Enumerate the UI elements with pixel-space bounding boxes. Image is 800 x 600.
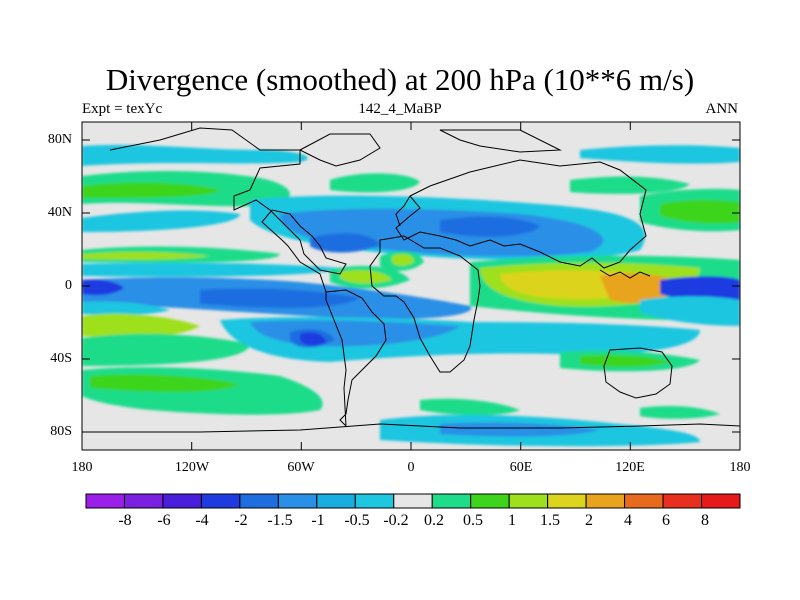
colorbar-box bbox=[85, 493, 125, 509]
contour-fill-layer bbox=[82, 122, 740, 450]
colorbar-label: 1 bbox=[508, 512, 516, 529]
colorbar-label: -0.2 bbox=[383, 512, 409, 529]
contour-region bbox=[330, 173, 420, 193]
colorbar-label: 0.2 bbox=[424, 512, 444, 529]
lon-label-120w: 120W bbox=[174, 460, 210, 475]
lon-label-180w: 180 bbox=[71, 460, 93, 475]
contour-region bbox=[82, 313, 200, 338]
lon-label-60e: 60E bbox=[509, 460, 533, 475]
contour-region bbox=[82, 251, 210, 260]
contour-region bbox=[640, 296, 740, 326]
colorbar-label: -6 bbox=[157, 512, 171, 529]
contour-region bbox=[640, 406, 720, 419]
coastlines bbox=[82, 127, 740, 433]
contour-region bbox=[340, 270, 392, 284]
contour-region bbox=[82, 262, 340, 277]
experiment-label: Expt = texYc bbox=[82, 101, 163, 117]
contour-region bbox=[420, 398, 520, 416]
lat-label-40s: 40S bbox=[50, 351, 72, 366]
colorbar-box bbox=[277, 493, 318, 509]
africa-coast bbox=[369, 235, 481, 373]
season-label: ANN bbox=[705, 101, 739, 117]
contour-region bbox=[300, 332, 326, 346]
lon-label-0: 0 bbox=[407, 460, 415, 475]
plot-title: Divergence (smoothed) at 200 hPa (10**6 … bbox=[105, 62, 695, 97]
contour-region bbox=[200, 288, 360, 308]
contour-region bbox=[570, 176, 690, 194]
colorbar-box bbox=[239, 493, 279, 509]
lat-ticks bbox=[82, 139, 740, 433]
contour-region bbox=[440, 422, 600, 437]
lon-label-120e: 120E bbox=[615, 460, 645, 475]
indonesia-coast bbox=[599, 269, 651, 279]
colorbar-box bbox=[624, 493, 664, 509]
greenland-coast bbox=[298, 133, 381, 167]
contour-region bbox=[580, 355, 670, 367]
contour-region bbox=[580, 145, 740, 164]
south-america-coast bbox=[325, 289, 387, 428]
australia-coast bbox=[603, 347, 673, 399]
lat-label-80n: 80N bbox=[47, 132, 72, 147]
lat-label-40n: 40N bbox=[47, 205, 72, 220]
colorbar-box bbox=[316, 493, 356, 509]
lon-ticks bbox=[81, 122, 741, 450]
colorbar-label: -1.5 bbox=[267, 512, 293, 529]
case-label: 142_4_MaBP bbox=[358, 101, 442, 117]
colorbar-box bbox=[470, 493, 510, 509]
lat-label-80s: 80S bbox=[50, 424, 72, 439]
contour-region bbox=[82, 210, 240, 232]
lat-label-eq: 0 bbox=[65, 278, 72, 293]
arctic-islands bbox=[439, 129, 562, 153]
colorbar-box bbox=[162, 493, 202, 509]
colorbar-box bbox=[508, 493, 549, 509]
contour-region bbox=[82, 279, 124, 296]
colorbar-box bbox=[123, 493, 164, 509]
lon-label-60w: 60W bbox=[287, 460, 315, 475]
contour-region bbox=[660, 200, 740, 224]
colorbar-label: -8 bbox=[118, 512, 132, 529]
colorbar-box bbox=[701, 493, 741, 509]
contour-region bbox=[90, 374, 240, 393]
colorbar-box bbox=[354, 493, 395, 509]
colorbar-box bbox=[431, 493, 472, 509]
contour-region bbox=[660, 276, 740, 302]
colorbar-label: 2 bbox=[585, 512, 593, 529]
colorbar-box bbox=[585, 493, 626, 509]
colorbar-label: -2 bbox=[234, 512, 248, 529]
antarctica-coast bbox=[82, 423, 740, 433]
contour-region bbox=[440, 216, 540, 237]
contour-region bbox=[82, 333, 250, 366]
lon-label-180e: 180 bbox=[729, 460, 751, 475]
contour-region bbox=[310, 233, 380, 253]
colorbar-box bbox=[200, 493, 241, 509]
colorbar-box bbox=[393, 493, 433, 509]
colorbar-label: 8 bbox=[701, 512, 709, 529]
colorbar-label: -4 bbox=[195, 512, 209, 529]
eurasia-coast bbox=[395, 159, 647, 269]
colorbar-label: -1 bbox=[311, 512, 325, 529]
colorbar-label: -0.5 bbox=[344, 512, 370, 529]
colorbar-box bbox=[547, 493, 587, 509]
colorbar-label: 1.5 bbox=[540, 512, 560, 529]
contour-region bbox=[392, 254, 414, 266]
contour-region bbox=[82, 144, 308, 166]
colorbar-label: 0.5 bbox=[463, 512, 483, 529]
contour-region bbox=[82, 182, 220, 198]
contour-region bbox=[82, 301, 170, 316]
europe-coast bbox=[395, 195, 411, 227]
colorbar-label: 6 bbox=[662, 512, 670, 529]
colorbar bbox=[85, 493, 741, 509]
colorbar-label: 4 bbox=[624, 512, 632, 529]
colorbar-box bbox=[662, 493, 703, 509]
